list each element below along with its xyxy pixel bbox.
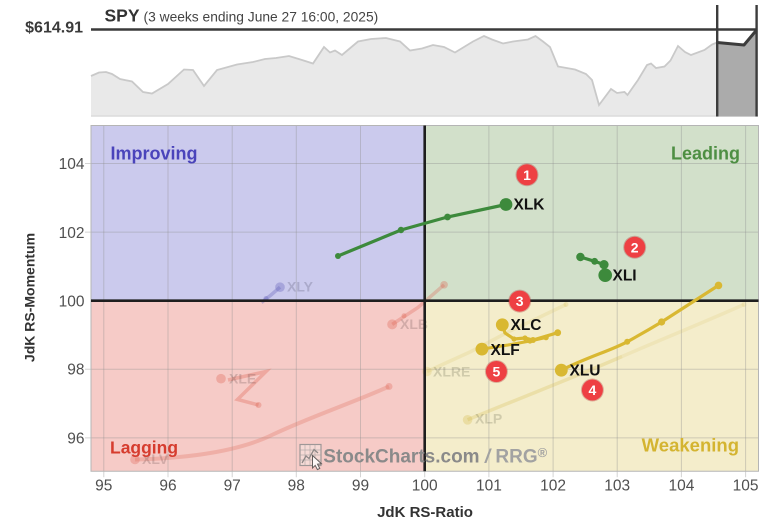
svg-text:95: 95: [95, 478, 112, 495]
svg-text:98: 98: [67, 362, 84, 379]
svg-text:XLE: XLE: [229, 371, 256, 387]
svg-text:101: 101: [476, 478, 502, 495]
svg-text:96: 96: [67, 431, 84, 448]
svg-text:104: 104: [59, 156, 85, 173]
svg-text:1: 1: [523, 167, 531, 183]
svg-text:Leading: Leading: [671, 144, 740, 164]
svg-text:2: 2: [631, 239, 639, 255]
svg-text:100: 100: [412, 478, 438, 495]
svg-text:102: 102: [540, 478, 566, 495]
svg-text:105: 105: [733, 478, 759, 495]
svg-text:XLRE: XLRE: [433, 364, 470, 380]
svg-text:XLP: XLP: [475, 411, 502, 427]
svg-text:JdK RS-Ratio: JdK RS-Ratio: [377, 504, 473, 521]
svg-text:3: 3: [516, 293, 524, 309]
svg-text:XLU: XLU: [570, 363, 601, 380]
svg-text:99: 99: [352, 478, 369, 495]
svg-text:XLI: XLI: [613, 268, 637, 285]
svg-text:98: 98: [288, 478, 305, 495]
svg-text:StockCharts.com / RRG®: StockCharts.com / RRG®: [323, 445, 547, 468]
svg-text:102: 102: [59, 225, 85, 242]
svg-text:XLF: XLF: [491, 342, 520, 359]
svg-text:Lagging: Lagging: [110, 438, 178, 458]
svg-text:$614.91: $614.91: [25, 20, 83, 37]
svg-text:XLC: XLC: [511, 317, 542, 334]
svg-text:XLK: XLK: [514, 197, 546, 214]
svg-text:XLV: XLV: [142, 451, 169, 467]
svg-text:100: 100: [59, 293, 85, 310]
svg-text:4: 4: [589, 382, 597, 398]
svg-text:Improving: Improving: [111, 144, 198, 164]
svg-text:JdK RS-Momentum: JdK RS-Momentum: [22, 233, 38, 362]
svg-text:97: 97: [224, 478, 241, 495]
svg-text:5: 5: [493, 364, 501, 380]
svg-text:96: 96: [159, 478, 176, 495]
svg-text:XLY: XLY: [287, 279, 314, 295]
svg-text:(3 weeks ending June 27 16:00,: (3 weeks ending June 27 16:00, 2025): [144, 10, 379, 25]
svg-text:Weakening: Weakening: [642, 435, 739, 456]
svg-text:XLB: XLB: [400, 316, 428, 332]
svg-text:103: 103: [604, 478, 630, 495]
svg-text:SPY: SPY: [105, 6, 140, 26]
svg-text:104: 104: [668, 478, 694, 495]
